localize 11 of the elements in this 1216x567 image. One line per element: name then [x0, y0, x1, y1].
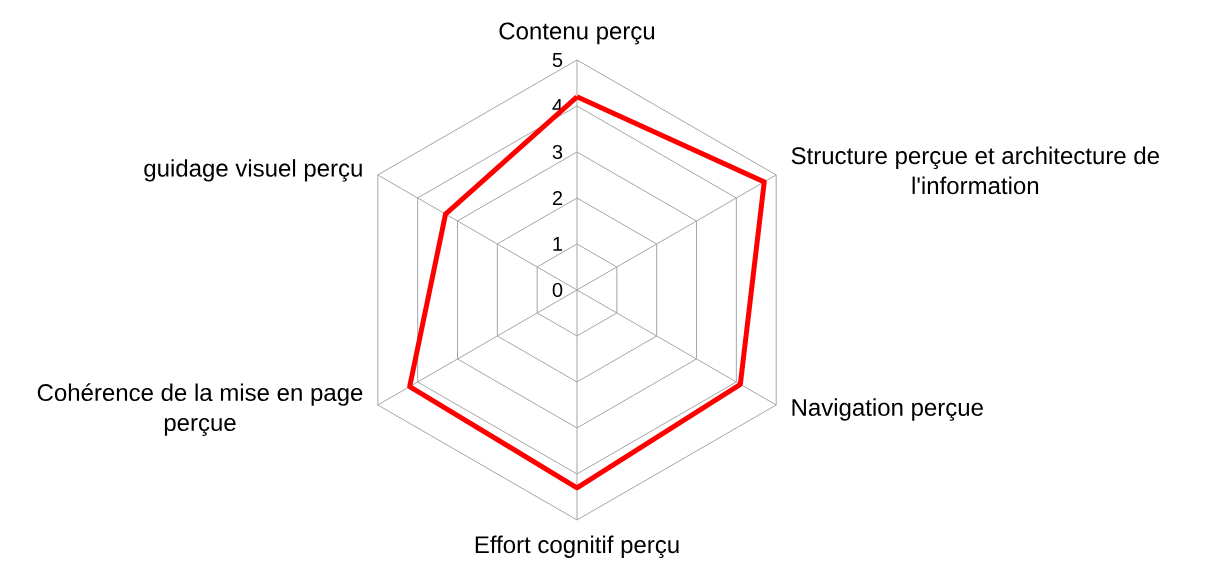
- y-tick-label: 3: [552, 144, 563, 160]
- y-tick-label: 5: [552, 53, 563, 67]
- spoke-label: Effort cognitif perçu: [475, 535, 679, 559]
- y-tick-label: 2: [552, 191, 563, 205]
- spoke-label: Contenu perçu: [499, 22, 655, 45]
- spoke-label: guidage visuel perçu: [144, 159, 362, 182]
- spoke-label: Navigation perçue: [792, 398, 983, 421]
- y-tick-label: 0: [552, 282, 563, 298]
- y-tick-label: 1: [553, 237, 563, 251]
- spoke-label: Structure perçue et architecture de l'information: [791, 146, 1159, 195]
- spoke-label: Cohérence de la mise en page perçue: [37, 383, 363, 436]
